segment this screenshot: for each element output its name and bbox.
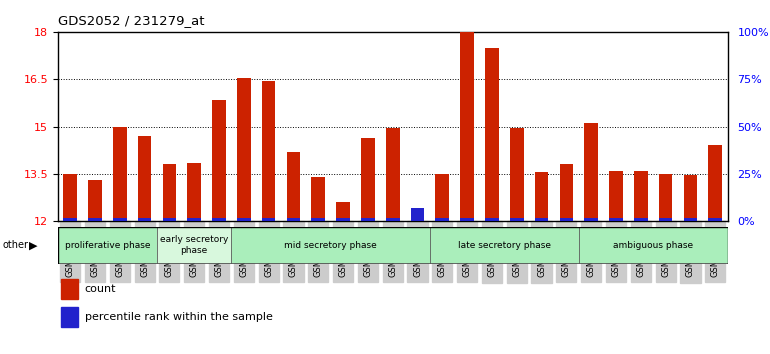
Bar bbox=[61, 307, 78, 327]
Bar bbox=[560, 218, 573, 221]
Bar bbox=[262, 81, 276, 221]
Bar bbox=[162, 164, 176, 221]
Bar bbox=[88, 180, 102, 221]
Bar bbox=[187, 163, 201, 221]
Bar bbox=[157, 227, 232, 263]
Bar bbox=[311, 177, 325, 221]
Bar bbox=[311, 218, 325, 221]
Bar bbox=[138, 218, 152, 221]
Text: early secretory
phase: early secretory phase bbox=[160, 235, 229, 255]
Bar bbox=[63, 218, 77, 221]
Bar bbox=[232, 227, 430, 263]
Bar bbox=[88, 218, 102, 221]
Bar bbox=[560, 164, 573, 221]
Bar bbox=[410, 215, 424, 221]
Bar bbox=[460, 4, 474, 221]
Bar bbox=[634, 171, 648, 221]
Bar bbox=[63, 174, 77, 221]
Bar bbox=[113, 218, 126, 221]
Text: ▶: ▶ bbox=[29, 240, 38, 250]
Bar bbox=[584, 124, 598, 221]
Bar bbox=[534, 172, 548, 221]
Bar bbox=[138, 136, 152, 221]
Text: percentile rank within the sample: percentile rank within the sample bbox=[85, 312, 273, 322]
Bar bbox=[485, 218, 499, 221]
Bar bbox=[286, 152, 300, 221]
Bar bbox=[430, 227, 579, 263]
Text: count: count bbox=[85, 284, 116, 293]
Bar bbox=[634, 218, 648, 221]
Bar bbox=[213, 100, 226, 221]
Text: ambiguous phase: ambiguous phase bbox=[613, 241, 693, 250]
Bar bbox=[58, 227, 157, 263]
Bar bbox=[113, 127, 126, 221]
Text: proliferative phase: proliferative phase bbox=[65, 241, 150, 250]
Bar bbox=[708, 145, 722, 221]
Bar bbox=[213, 218, 226, 221]
Bar bbox=[410, 208, 424, 221]
Bar bbox=[361, 138, 375, 221]
Bar bbox=[708, 218, 722, 221]
Bar bbox=[510, 218, 524, 221]
Bar bbox=[336, 202, 350, 221]
Bar bbox=[187, 218, 201, 221]
Text: late secretory phase: late secretory phase bbox=[458, 241, 551, 250]
Bar bbox=[534, 218, 548, 221]
Bar bbox=[237, 78, 251, 221]
Bar bbox=[485, 48, 499, 221]
Bar bbox=[659, 174, 672, 221]
Bar bbox=[286, 218, 300, 221]
Bar bbox=[579, 227, 728, 263]
Text: mid secretory phase: mid secretory phase bbox=[284, 241, 377, 250]
Bar bbox=[361, 218, 375, 221]
Bar bbox=[436, 174, 449, 221]
Bar bbox=[609, 171, 623, 221]
Bar bbox=[61, 279, 78, 299]
Bar bbox=[684, 176, 698, 221]
Text: GDS2052 / 231279_at: GDS2052 / 231279_at bbox=[58, 14, 204, 27]
Bar bbox=[609, 218, 623, 221]
Bar bbox=[584, 218, 598, 221]
Text: other: other bbox=[2, 240, 28, 250]
Bar bbox=[336, 218, 350, 221]
Bar bbox=[684, 218, 698, 221]
Bar bbox=[237, 218, 251, 221]
Bar bbox=[460, 218, 474, 221]
Bar bbox=[162, 218, 176, 221]
Bar bbox=[386, 218, 400, 221]
Bar bbox=[659, 218, 672, 221]
Bar bbox=[510, 128, 524, 221]
Bar bbox=[386, 128, 400, 221]
Bar bbox=[436, 218, 449, 221]
Bar bbox=[262, 218, 276, 221]
